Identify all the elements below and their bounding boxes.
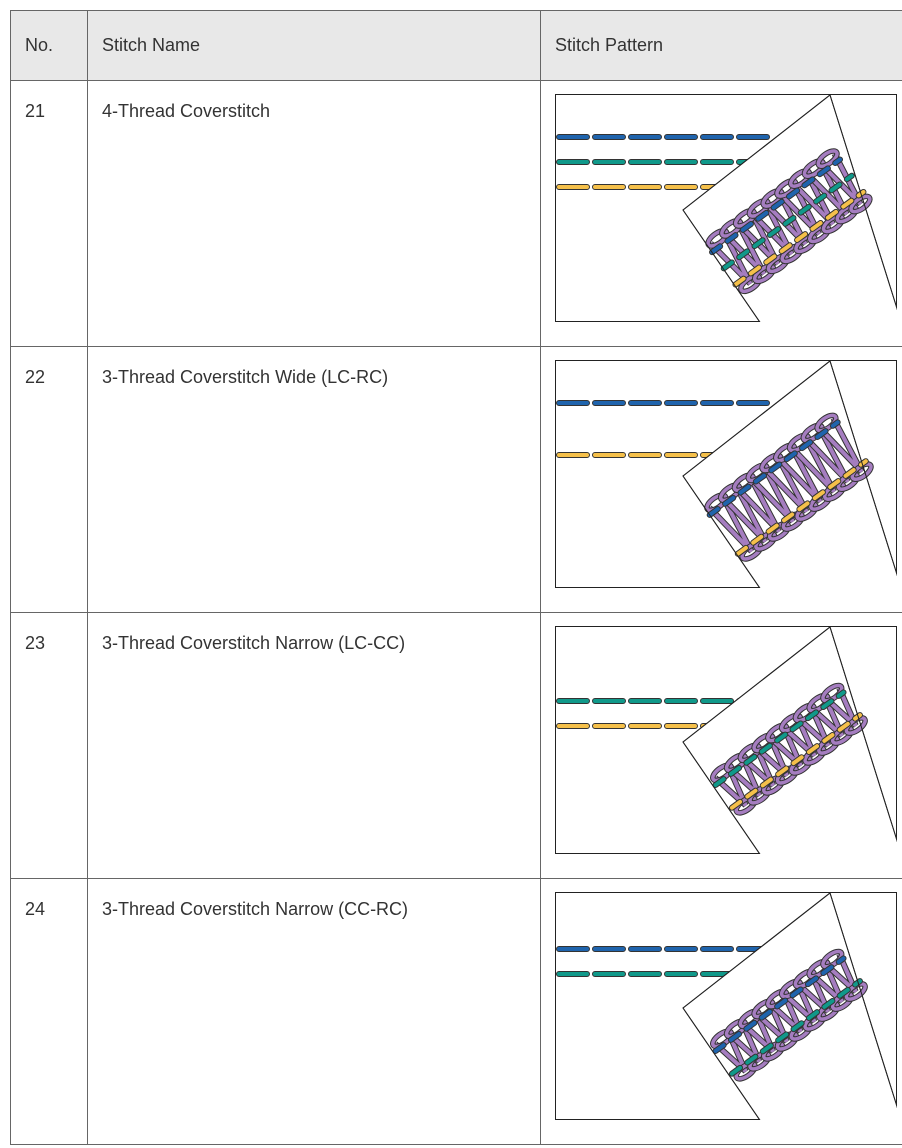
header-cell: Stitch Name	[87, 10, 541, 81]
stitch-number: 22	[10, 346, 88, 613]
illustration-group	[555, 892, 897, 1120]
zigzag	[707, 496, 754, 553]
zigzag	[755, 1003, 789, 1043]
header-row: No. Stitch Name Stitch Pattern	[10, 10, 902, 81]
pattern-cell	[540, 612, 902, 879]
header-cell: No.	[10, 10, 88, 81]
zigzag	[776, 446, 823, 503]
fabric-edge	[682, 360, 897, 588]
band-thread	[710, 157, 843, 255]
row: 24 3-Thread Coverstitch Narrow (CC-RC)	[10, 878, 902, 1145]
row: 22 3-Thread Coverstitch Wide (LC-RC)	[10, 346, 902, 613]
stitch-number: 21	[10, 80, 88, 347]
illustration-group	[555, 626, 897, 854]
stitch-number: 24	[10, 878, 88, 1145]
stitch-illustration	[555, 94, 897, 322]
zigzag	[727, 1023, 762, 1063]
zigzag	[796, 707, 831, 747]
zigzag	[750, 202, 794, 256]
band-thread	[713, 956, 846, 1054]
zigzag	[804, 427, 850, 483]
zigzag	[791, 172, 835, 226]
illustration-group	[555, 94, 897, 322]
loop	[844, 716, 867, 735]
zigzag	[755, 737, 789, 777]
stitch-illustration	[555, 892, 897, 1120]
zigzag	[769, 727, 803, 767]
stitch-name: 4-Thread Coverstitch	[87, 80, 541, 347]
loop	[835, 204, 858, 224]
zigzag	[763, 456, 809, 513]
loop	[844, 982, 867, 1001]
zigzag	[736, 212, 780, 266]
loop	[821, 683, 844, 703]
row: 21 4-Thread Coverstitch	[10, 80, 902, 347]
band-thread	[735, 459, 868, 556]
band-thread	[729, 979, 862, 1076]
zigzag	[824, 953, 858, 994]
stitch-illustration	[555, 626, 897, 854]
zigzag	[713, 1033, 748, 1073]
zigzag	[721, 486, 768, 543]
stitch-table: No. Stitch Name Stitch Pattern 21 4-Thre…	[10, 10, 902, 1145]
band-thread	[729, 713, 862, 810]
zigzag	[782, 717, 817, 757]
loop	[849, 194, 872, 214]
stitch-name: 3-Thread Coverstitch Narrow (LC-CC)	[87, 612, 541, 879]
band-thread	[733, 189, 866, 287]
loop	[739, 274, 762, 294]
stitch-name: 3-Thread Coverstitch Narrow (CC-RC)	[87, 878, 541, 1145]
zigzag	[824, 687, 858, 728]
zigzag	[810, 963, 844, 1003]
band-thread	[713, 690, 846, 788]
zigzag	[796, 973, 831, 1013]
zigzag	[735, 476, 781, 533]
stitch-illustration	[555, 360, 897, 588]
zigzag	[722, 222, 766, 276]
pattern-cell	[540, 80, 902, 347]
fabric-edge	[682, 626, 897, 854]
loop	[720, 219, 743, 238]
zigzag	[727, 757, 762, 797]
header-cell: Stitch Pattern	[540, 10, 902, 81]
loop	[815, 413, 838, 433]
loop	[821, 949, 844, 969]
zigzag	[782, 983, 817, 1023]
loop	[706, 228, 729, 248]
zigzag	[749, 466, 795, 523]
loop	[816, 149, 839, 169]
zigzag	[741, 1013, 775, 1053]
zigzag	[769, 993, 803, 1033]
loop	[850, 462, 873, 481]
fabric-edge	[682, 94, 897, 322]
row: 23 3-Thread Coverstitch Narrow (LC-CC)	[10, 612, 902, 879]
stitch-name: 3-Thread Coverstitch Wide (LC-RC)	[87, 346, 541, 613]
zigzag	[764, 192, 808, 246]
zigzag	[741, 747, 775, 787]
zigzag	[810, 697, 844, 737]
zigzag	[818, 417, 864, 474]
zigzag	[819, 152, 863, 206]
loop	[752, 264, 776, 284]
zigzag	[713, 767, 748, 807]
loop	[802, 159, 825, 178]
zigzag	[709, 232, 753, 286]
band-thread	[721, 173, 854, 271]
band-thread	[707, 420, 840, 517]
stitch-number: 23	[10, 612, 88, 879]
pattern-cell	[540, 878, 902, 1145]
zigzag	[778, 182, 821, 236]
fabric-edge	[682, 892, 897, 1120]
zigzag	[790, 437, 836, 493]
illustration-group	[555, 360, 897, 588]
zigzag	[805, 162, 849, 216]
pattern-cell	[540, 346, 902, 613]
